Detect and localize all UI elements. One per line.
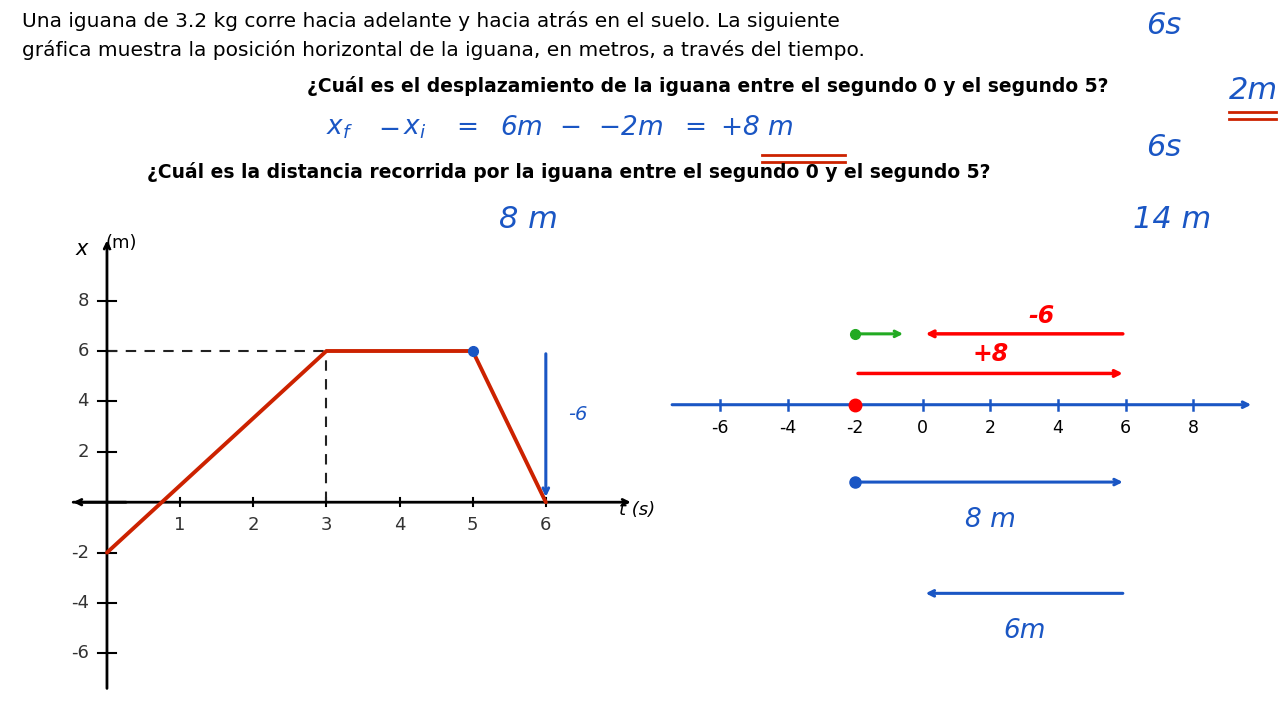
Text: 3: 3 bbox=[321, 516, 332, 534]
Text: 0: 0 bbox=[918, 419, 928, 437]
Text: 2m: 2m bbox=[1229, 76, 1277, 104]
Text: -6: -6 bbox=[70, 644, 88, 662]
Text: 4: 4 bbox=[394, 516, 406, 534]
Text: 8 m: 8 m bbox=[965, 507, 1016, 533]
Text: $x_i$: $x_i$ bbox=[403, 115, 426, 141]
Text: 6m: 6m bbox=[1004, 618, 1046, 644]
Text: (m): (m) bbox=[105, 234, 137, 252]
Text: 6s: 6s bbox=[1146, 11, 1181, 40]
Text: $-$: $-$ bbox=[378, 115, 399, 141]
Text: +8: +8 bbox=[973, 342, 1009, 366]
Text: 4: 4 bbox=[77, 392, 88, 410]
Text: 2: 2 bbox=[984, 419, 996, 437]
Text: Una iguana de 3.2 kg corre hacia adelante y hacia atrás en el suelo. La siguient: Una iguana de 3.2 kg corre hacia adelant… bbox=[22, 11, 840, 31]
Text: 8: 8 bbox=[77, 292, 88, 310]
Text: -6: -6 bbox=[712, 419, 728, 437]
Text: -4: -4 bbox=[780, 419, 796, 437]
Text: 6: 6 bbox=[77, 342, 88, 360]
Text: 8 m: 8 m bbox=[499, 205, 558, 234]
Text: 6: 6 bbox=[1120, 419, 1132, 437]
Text: 1: 1 bbox=[174, 516, 186, 534]
Text: $=$  6m  $-$  $-$2m  $=$ +8 m: $=$ 6m $-$ $-$2m $=$ +8 m bbox=[451, 115, 794, 141]
Text: ¿Cuál es la distancia recorrida por la iguana entre el segundo 0 y el segundo 5?: ¿Cuál es la distancia recorrida por la i… bbox=[147, 162, 991, 182]
Text: -6: -6 bbox=[1028, 304, 1055, 328]
Text: x: x bbox=[76, 239, 87, 259]
Text: t (s): t (s) bbox=[620, 501, 655, 519]
Text: -6: -6 bbox=[568, 405, 588, 423]
Text: 2: 2 bbox=[77, 443, 88, 461]
Text: 2: 2 bbox=[247, 516, 259, 534]
Text: -2: -2 bbox=[70, 544, 88, 562]
Text: -4: -4 bbox=[70, 594, 88, 612]
Text: -2: -2 bbox=[846, 419, 864, 437]
Text: 14 m: 14 m bbox=[1133, 205, 1211, 234]
Text: ¿Cuál es el desplazamiento de la iguana entre el segundo 0 y el segundo 5?: ¿Cuál es el desplazamiento de la iguana … bbox=[307, 76, 1108, 96]
Text: 4: 4 bbox=[1052, 419, 1064, 437]
Text: gráfica muestra la posición horizontal de la iguana, en metros, a través del tie: gráfica muestra la posición horizontal d… bbox=[22, 40, 864, 60]
Text: $x_f$: $x_f$ bbox=[326, 115, 353, 141]
Text: 5: 5 bbox=[467, 516, 479, 534]
Text: 8: 8 bbox=[1188, 419, 1198, 437]
Text: 6: 6 bbox=[540, 516, 552, 534]
Text: 6s: 6s bbox=[1146, 133, 1181, 162]
